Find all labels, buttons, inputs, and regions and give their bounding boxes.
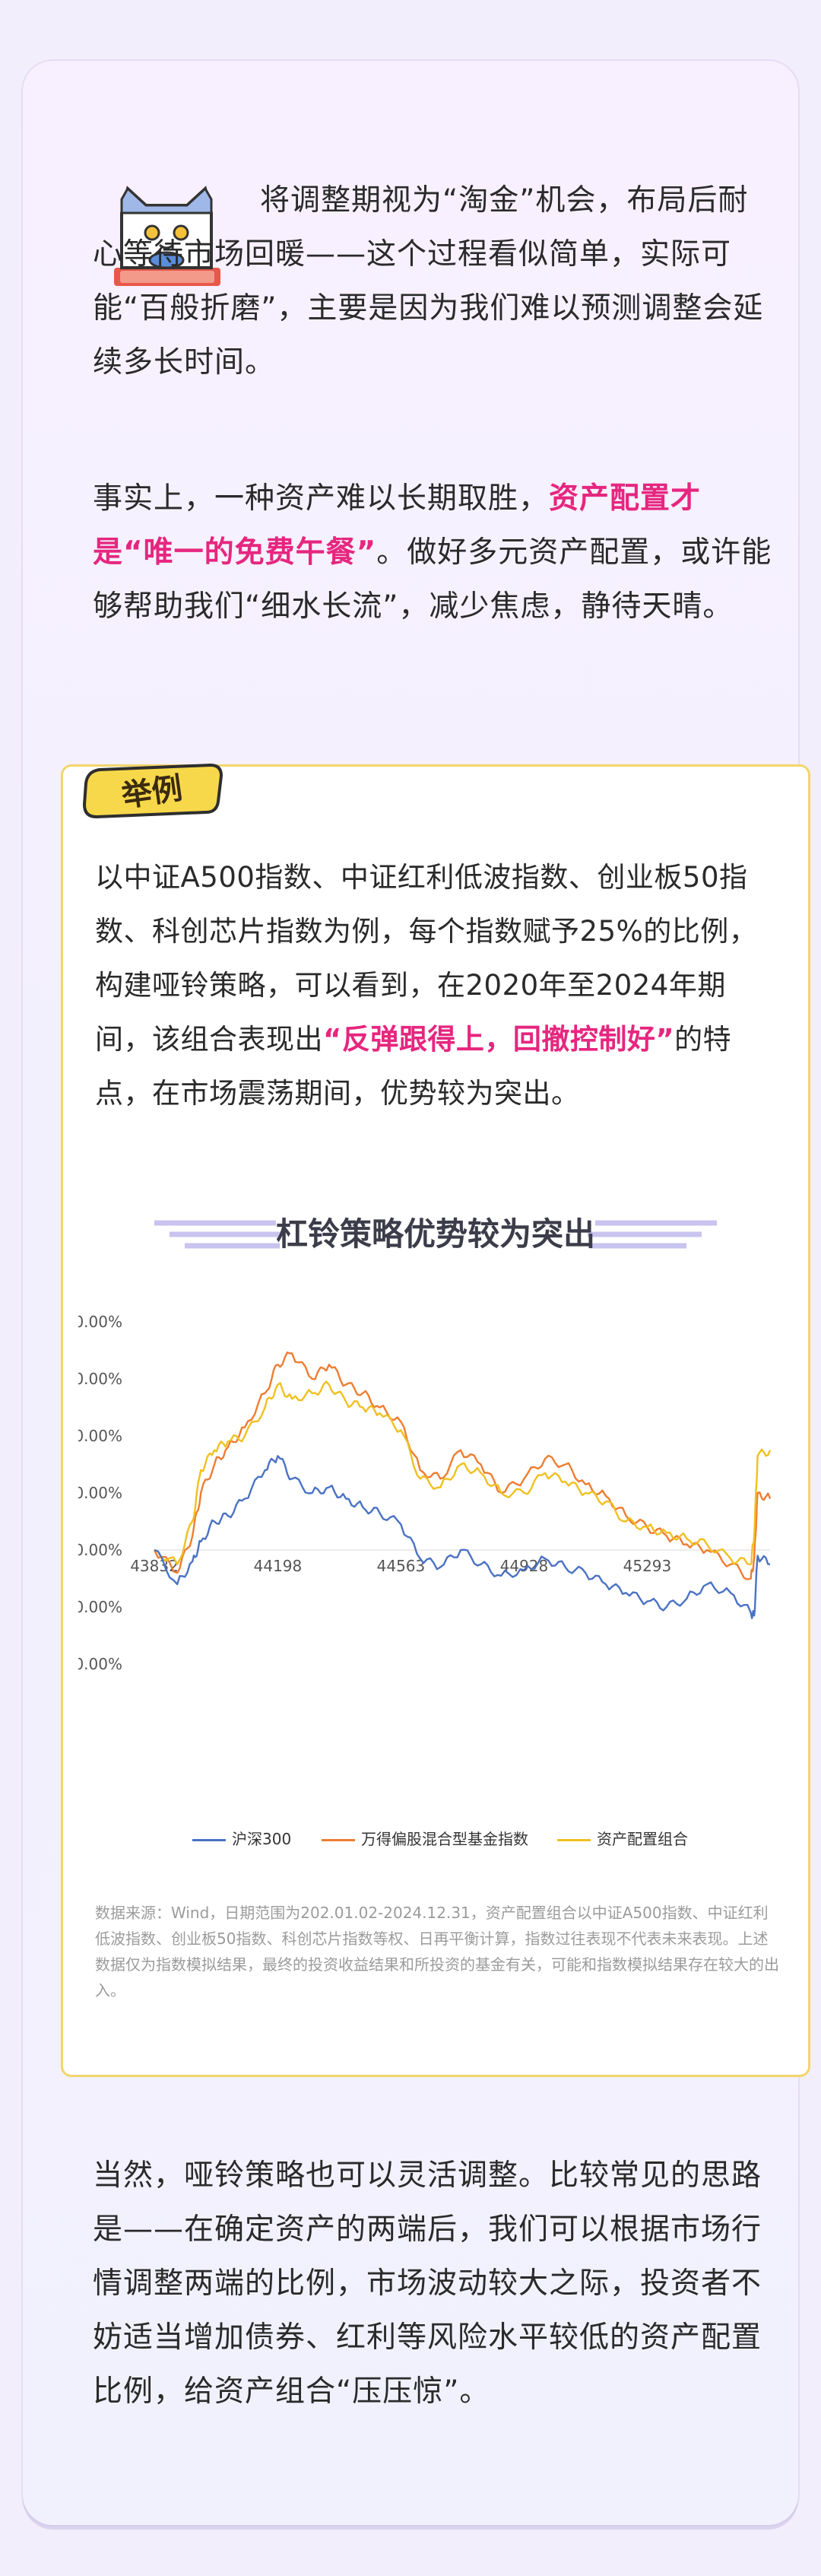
intro-paragraph-2-text-a: 事实上，一种资产难以长期取胜， bbox=[93, 481, 550, 516]
tag-badge-icon bbox=[82, 763, 223, 819]
chart-title-wrap: 杠铃策略优势较为突出 bbox=[147, 1208, 724, 1261]
legend-label-hs300: 沪深300 bbox=[232, 1830, 292, 1848]
content-card: 将调整期视为“淘金”机会，布局后耐心等待市场回暖——这个过程看似简单，实际可能“… bbox=[23, 61, 810, 2525]
cat-mascot-icon bbox=[114, 186, 220, 286]
legend-swatch-orange bbox=[322, 1839, 355, 1841]
legend-item-hs300: 沪深300 bbox=[192, 1828, 291, 1850]
x-tick-label: 45293 bbox=[623, 1557, 672, 1575]
line-chart: 80.00% 60.00% 40.00% 20.00% 0.00% -20.00% -40.… bbox=[78, 1313, 772, 1673]
chart-title: 杠铃策略优势较为突出 bbox=[275, 1215, 595, 1253]
y-tick-label: 40.00% bbox=[78, 1427, 122, 1445]
legend-label-portfolio: 资产配置组合 bbox=[597, 1830, 688, 1848]
chart-legend: 沪深300 万得偏股混合型基金指数 资产配置组合 bbox=[192, 1828, 770, 1850]
title-stripes-icon bbox=[154, 1220, 717, 1249]
example-tag: 举例 bbox=[80, 762, 224, 823]
x-tick-label: 44563 bbox=[377, 1557, 426, 1575]
intro-paragraph-2-text-b: 。做好多元资产配置，或许能够帮助我们“细水长流”，减少焦虑，静待天晴。 bbox=[93, 535, 772, 624]
series-line-portfolio bbox=[154, 1380, 772, 1565]
legend-swatch-blue bbox=[192, 1839, 226, 1841]
data-source-note: 数据来源：Wind，日期范围为202.01.02-2024.12.31，资产配置… bbox=[95, 1904, 779, 1999]
example-text: 以中证A500指数、中证红利低波指数、创业板50指数、科创芯片指数为例，每个指数… bbox=[95, 850, 779, 1120]
intro-paragraph-2-highlight: 资产配置才是“唯一的免费午餐” bbox=[93, 481, 702, 570]
legend-swatch-yellow bbox=[557, 1839, 591, 1841]
legend-item-portfolio: 资产配置组合 bbox=[557, 1828, 688, 1850]
x-tick-label: 44198 bbox=[254, 1557, 303, 1575]
legend-label-fund-index: 万得偏股混合型基金指数 bbox=[361, 1830, 528, 1848]
legend-item-fund-index: 万得偏股混合型基金指数 bbox=[322, 1828, 528, 1850]
example-text-a: 以中证A500指数、中证红利低波指数、创业板50指数、科创芯片指数为例，每个指数… bbox=[95, 861, 758, 1056]
y-tick-label: -40.00% bbox=[78, 1655, 122, 1673]
y-tick-label: 0.00% bbox=[78, 1541, 122, 1559]
intro-paragraph-1: 将调整期视为“淘金”机会，布局后耐心等待市场回暖——这个过程看似简单，实际可能“… bbox=[93, 183, 764, 380]
y-tick-label: -20.00% bbox=[78, 1598, 122, 1616]
example-text-b: 的特点，在市场震荡期间，优势较为突出。 bbox=[95, 1023, 732, 1110]
y-tick-label: 20.00% bbox=[78, 1484, 122, 1502]
series-line-fund-index bbox=[153, 1352, 772, 1580]
y-tick-label: 80.00% bbox=[78, 1313, 122, 1331]
example-text-highlight: “反弹跟得上，回撤控制好” bbox=[323, 1023, 675, 1056]
series-line-hs300 bbox=[154, 1455, 771, 1619]
example-box: 举例 以中证A500指数、中证红利低波指数、创业板50指数、科创芯片指数为例，每… bbox=[61, 762, 810, 2077]
closing-paragraph: 当然，哑铃策略也可以灵活调整。比较常见的思路是——在确定资产的两端后，我们可以根… bbox=[93, 2158, 762, 2409]
y-tick-label: 60.00% bbox=[78, 1370, 122, 1388]
intro-paragraph-2: 事实上，一种资产难以长期取胜，资产配置才是“唯一的免费午餐”。做好多元资产配置，… bbox=[93, 472, 777, 634]
